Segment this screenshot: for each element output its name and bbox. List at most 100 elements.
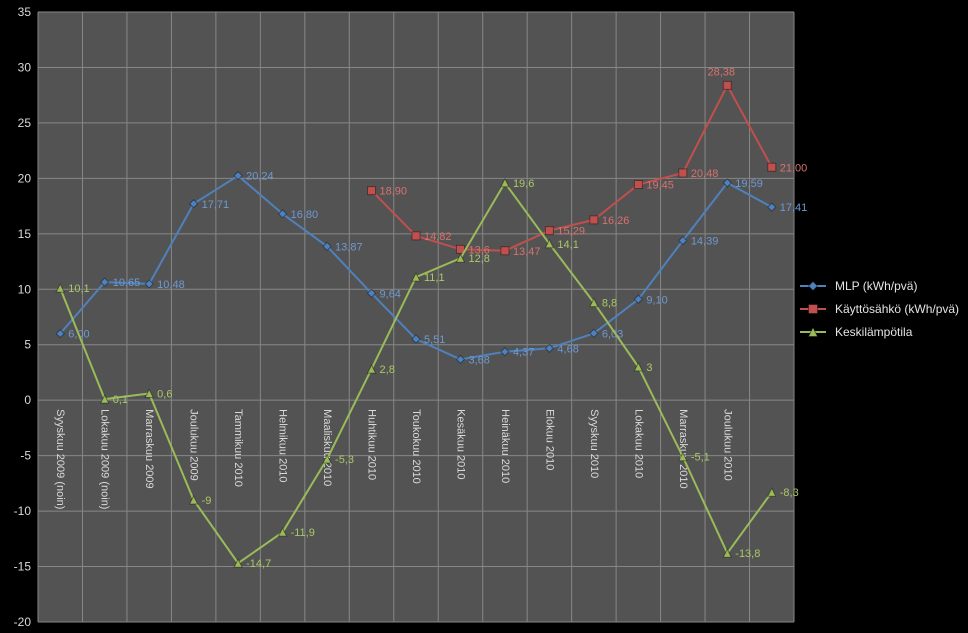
square-marker (678, 168, 688, 178)
diamond-marker (411, 334, 421, 344)
data-label: -13,8 (735, 548, 760, 560)
data-label: 5,51 (424, 334, 445, 346)
diamond-marker (500, 347, 510, 357)
legend-marker-triangle-icon (800, 326, 826, 337)
data-label: 11,1 (424, 272, 445, 284)
triangle-marker (589, 297, 599, 308)
data-label: 17,71 (202, 199, 230, 211)
square-marker (367, 186, 377, 196)
x-category-label: Huhtikuu 2010 (366, 409, 378, 480)
data-label: 28,38 (708, 66, 736, 78)
data-label: 12,8 (468, 253, 489, 265)
x-category-label: Syyskuu 2009 (noin) (54, 409, 66, 509)
x-category-label: Marraskuu 2009 (143, 409, 155, 489)
triangle-marker (55, 283, 66, 293)
x-axis-labels: Syyskuu 2009 (noin) Lokakuu 2009 (noin) Ma… (54, 409, 733, 509)
data-label: -8,3 (780, 487, 799, 499)
triangle-marker (322, 453, 332, 464)
triangle-marker (366, 364, 377, 374)
diamond-marker (99, 277, 110, 287)
data-label: 19,45 (646, 179, 674, 191)
data-label: 10,48 (157, 279, 185, 291)
square-marker (411, 231, 421, 241)
data-label: 14,39 (691, 236, 719, 248)
x-category-label: Toukokuu 2010 (410, 409, 422, 484)
x-category-label: Maaliskuu 2010 (321, 409, 333, 486)
y-tick-label: -20 (14, 615, 32, 629)
triangle-marker (678, 451, 688, 462)
diamond-marker (188, 199, 199, 209)
square-marker (722, 80, 732, 90)
data-label: 10,1 (68, 283, 89, 295)
data-label: 9,10 (646, 294, 667, 306)
diamond-marker (277, 209, 288, 219)
triangle-marker (233, 558, 243, 568)
triangle-marker (633, 361, 644, 372)
data-label: 14,1 (557, 239, 578, 251)
data-label: -11,9 (291, 527, 315, 539)
plot-area (38, 12, 794, 622)
triangle-marker (99, 393, 110, 404)
square-marker (544, 226, 554, 236)
data-label: 4,37 (513, 347, 534, 359)
data-label: 15,29 (557, 226, 585, 238)
legend-item: Keskilämpötila (799, 325, 959, 339)
square-marker (589, 215, 599, 225)
x-category-label: Lokakuu 2010 (632, 409, 644, 478)
data-label: 13,87 (335, 241, 363, 253)
triangle-marker (277, 527, 288, 537)
y-tick-label: 5 (24, 338, 31, 352)
data-label: 14,82 (424, 231, 452, 243)
data-label: 0,6 (157, 389, 172, 401)
triangle-marker (544, 238, 555, 249)
data-label: 18,90 (380, 186, 408, 198)
data-label: 10,65 (113, 277, 141, 289)
triangle-marker (455, 253, 466, 263)
diamond-marker (55, 328, 65, 339)
y-tick-label: -10 (14, 504, 32, 518)
triangle-marker (411, 271, 421, 282)
triangle-marker (766, 487, 777, 497)
diamond-marker (455, 354, 466, 365)
data-label: 20,24 (246, 171, 274, 183)
x-category-label: Syyskuu 2010 (588, 409, 600, 478)
data-label: 9,64 (380, 288, 401, 300)
data-label: 4,68 (557, 343, 578, 355)
y-tick-label: 15 (18, 227, 32, 241)
data-label: 19,59 (735, 178, 763, 190)
data-label: 20,48 (691, 168, 719, 180)
data-label: -5,1 (691, 452, 710, 464)
legend-item: MLP (kWh/pvä) (799, 279, 959, 293)
y-tick-label: 30 (18, 60, 32, 74)
data-label: -9 (202, 495, 212, 507)
y-tick-label: 35 (18, 5, 32, 19)
x-category-label: Kesäkuu 2010 (454, 409, 466, 479)
data-label: 3,68 (468, 354, 489, 366)
x-category-label: Joulukuu 2010 (721, 409, 733, 481)
diamond-marker (678, 235, 688, 246)
x-category-label: Marraskuu 2010 (677, 409, 689, 489)
y-tick-label: 25 (18, 116, 32, 130)
series-line (370, 83, 773, 252)
square-marker (767, 162, 777, 172)
y-tick-label: -15 (14, 560, 32, 574)
x-category-label: Elokuu 2010 (543, 409, 555, 470)
data-label: -14,7 (246, 558, 271, 570)
diamond-marker (144, 279, 154, 289)
x-category-label: Helmikuu 2010 (277, 409, 289, 482)
triangle-marker (722, 548, 733, 558)
diamond-marker (767, 202, 777, 212)
data-label: 17,41 (780, 202, 808, 214)
data-label: 21,00 (780, 162, 808, 174)
diamond-marker (722, 178, 733, 188)
data-label: -5,3 (335, 454, 354, 466)
data-label: 19,6 (513, 178, 534, 190)
diamond-marker (322, 241, 332, 252)
gridlines (37, 11, 795, 623)
legend-label: Käyttösähkö (kWh/pvä) (835, 302, 960, 316)
data-label: 8,8 (602, 298, 617, 310)
square-marker (633, 179, 643, 189)
diamond-marker (544, 343, 555, 353)
